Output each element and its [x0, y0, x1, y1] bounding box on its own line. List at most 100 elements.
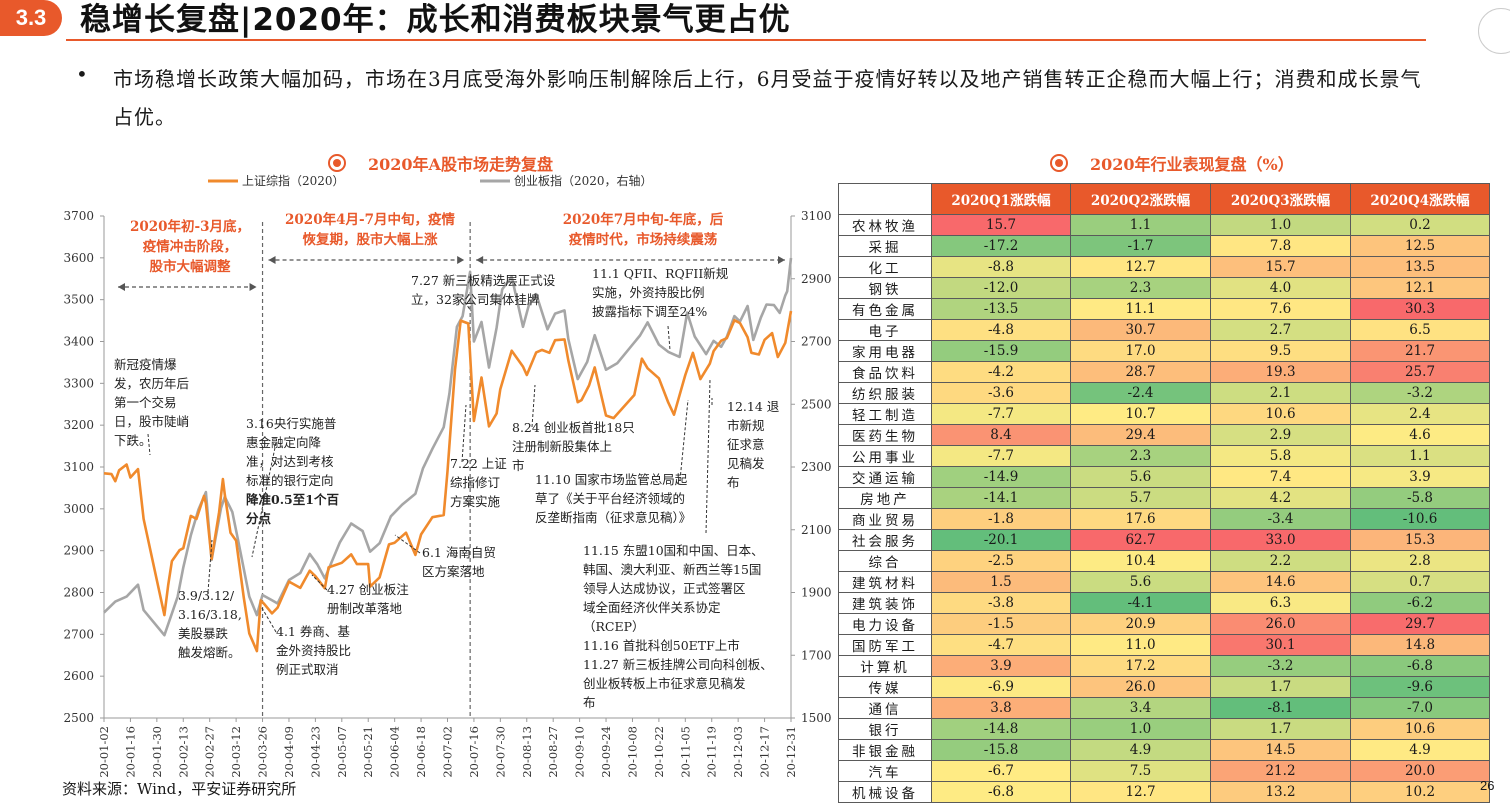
annotation-text: 布	[727, 475, 740, 490]
y-right-tick-label: 2700	[801, 335, 832, 349]
heatmap-cell: 26.0	[1210, 613, 1351, 635]
annotation-text: 例正式取消	[276, 662, 339, 677]
heatmap-corner-cell	[838, 183, 932, 215]
annotation-text: 披露指标下调至24%	[592, 304, 707, 319]
annotation-text: 市新规	[727, 418, 765, 433]
industry-name: 建筑材料	[838, 571, 932, 593]
section-number-badge: 3.3	[0, 0, 62, 36]
heatmap-cell: 19.3	[1210, 361, 1351, 383]
heatmap-cell: 1.5	[931, 571, 1071, 593]
industry-name: 交通运输	[838, 466, 932, 488]
phase-arrow-head	[778, 256, 785, 264]
heatmap-row: 国防军工 -4.7 11.0 30.1 14.8	[838, 634, 1490, 656]
heatmap-cell: -1.8	[931, 508, 1071, 530]
industry-name: 轻工制造	[838, 403, 932, 425]
heatmap-cell: 10.2	[1350, 781, 1490, 803]
heatmap-row: 通信 3.8 3.4 -8.1 -7.0	[838, 697, 1490, 719]
heatmap-cell: 1.0	[1210, 214, 1351, 236]
heatmap-cell: -15.9	[931, 340, 1071, 362]
phase-arrow-head	[268, 256, 276, 264]
heatmap-cell: 17.0	[1070, 340, 1211, 362]
y-left-tick-label: 3100	[63, 460, 94, 474]
heatmap-cell: -12.0	[931, 277, 1071, 299]
x-tick-label: 20-08-27	[546, 726, 560, 778]
x-tick-label: 20-03-12	[229, 726, 243, 778]
y-right-tick-label: 1500	[801, 711, 832, 725]
heatmap-cell: 17.6	[1070, 508, 1211, 530]
heatmap-cell: -17.2	[931, 235, 1071, 257]
industry-name: 国防军工	[838, 634, 932, 656]
x-tick-label: 20-11-19	[705, 726, 719, 778]
heatmap-row: 计算机 3.9 17.2 -3.2 -6.8	[838, 655, 1490, 677]
heatmap-row: 食品饮料 -4.2 28.7 19.3 25.7	[838, 361, 1490, 383]
industry-name: 化工	[838, 256, 932, 278]
heatmap-cell: 7.5	[1070, 760, 1211, 782]
annotation-text: 反垄断指南（征求意见稿）》	[535, 510, 691, 525]
heatmap-cell: 20.0	[1350, 760, 1490, 782]
heatmap-cell: 28.7	[1070, 361, 1211, 383]
y-left-tick-label: 2700	[63, 627, 94, 641]
heatmap-cell: -8.1	[1210, 697, 1351, 719]
heatmap-header-row: 2020Q1涨跌幅 2020Q2涨跌幅 2020Q3涨跌幅 2020Q4涨跌幅	[838, 183, 1490, 215]
heatmap-cell: 15.7	[1210, 256, 1351, 278]
market-line-chart: 2500 2600 2700 2800 2900 3000 3100 3200 3300 3400…	[63, 173, 832, 778]
annotation-text: 3.16/3.18,	[178, 607, 242, 622]
annotation-text: 11.10 国家市场监管总局起	[535, 472, 688, 487]
x-tick-label: 20-07-30	[493, 726, 507, 778]
heatmap-row: 医药生物 8.4 29.4 2.9 4.6	[838, 424, 1490, 446]
annotation-text: 综指修订	[450, 475, 500, 490]
corner-decoration	[1478, 8, 1510, 54]
page-number: 26	[1480, 778, 1495, 793]
heatmap-cell: 5.8	[1210, 445, 1351, 467]
heatmap-cell: 4.0	[1210, 277, 1351, 299]
industry-name: 计算机	[838, 655, 932, 677]
annotation-text: 11.16 首批科创50ETF上市	[583, 638, 740, 653]
heatmap-cell: 1.7	[1210, 676, 1351, 698]
x-tick-label: 20-07-02	[441, 726, 455, 778]
industry-name: 通信	[838, 697, 932, 719]
heatmap-row: 综合 -2.5 10.4 2.2 2.8	[838, 550, 1490, 572]
x-tick-label: 20-09-24	[599, 726, 613, 778]
y-right-tick-label: 1700	[801, 648, 832, 662]
phase-label: 2020年初-3月底，	[130, 218, 250, 235]
x-tick-label: 20-06-04	[388, 726, 402, 778]
x-tick-label: 20-04-23	[308, 726, 322, 778]
heatmap-cell: 11.0	[1070, 634, 1211, 656]
x-tick-label: 20-08-13	[520, 726, 534, 778]
annotation-text: 征求意	[727, 437, 765, 452]
x-tick-label: 20-09-10	[573, 726, 587, 778]
heatmap-cell: -9.6	[1350, 676, 1490, 698]
heatmap-cell: 2.2	[1210, 550, 1351, 572]
heatmap-row: 公用事业 -7.7 2.3 5.8 1.1	[838, 445, 1490, 467]
x-tick-label: 20-02-13	[176, 726, 190, 778]
heatmap-cell: 33.0	[1210, 529, 1351, 551]
annotation-text: 惠金融定向降	[246, 435, 322, 450]
heatmap-cell: -20.1	[931, 529, 1071, 551]
bullet-mark: •	[76, 62, 88, 86]
heatmap-cell: 4.9	[1350, 739, 1490, 761]
heatmap-cell: 1.0	[1070, 718, 1211, 740]
heatmap-row: 建筑材料 1.5 5.6 14.6 0.7	[838, 571, 1490, 593]
x-tick-label: 20-04-09	[282, 726, 296, 778]
x-tick-label: 20-07-16	[467, 726, 481, 778]
annotation-leader	[394, 534, 421, 554]
annotation-text: 见稿发	[727, 456, 765, 471]
heatmap-cell: -14.8	[931, 718, 1071, 740]
y-right-tick-label: 1900	[801, 586, 832, 600]
phase-arrow-head	[118, 283, 125, 291]
legend-label: 创业板指（2020，右轴）	[514, 173, 653, 188]
annotation-text: 草了《关于平台经济领域的	[535, 491, 685, 506]
y-right-tick-label: 2300	[801, 460, 832, 474]
industry-name: 银行	[838, 718, 932, 740]
phase-arrow-head	[457, 256, 465, 264]
annotation-text: 12.14 退	[727, 399, 780, 414]
annotation-text: 8.24 创业板首批18只	[512, 420, 635, 435]
heatmap-cell: -6.8	[1350, 655, 1490, 677]
heatmap-cell: 14.5	[1210, 739, 1351, 761]
heatmap-cell: -3.4	[1210, 508, 1351, 530]
heatmap-cell: 4.6	[1350, 424, 1490, 446]
y-left-tick-label: 2800	[63, 586, 94, 600]
annotation-text: 方案实施	[450, 494, 501, 509]
heatmap-cell: -6.2	[1350, 592, 1490, 614]
heatmap-row: 交通运输 -14.9 5.6 7.4 3.9	[838, 466, 1490, 488]
